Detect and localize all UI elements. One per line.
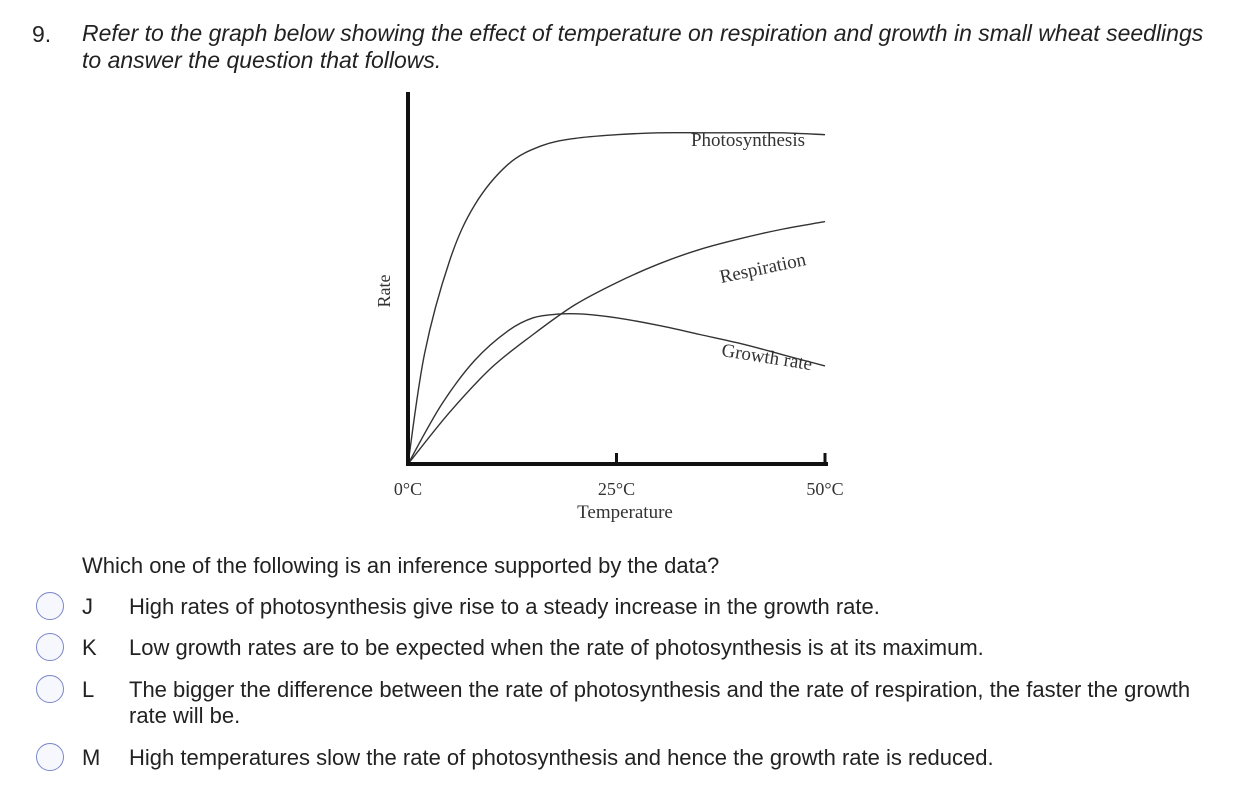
y-axis-label: Rate (374, 275, 394, 308)
x-axis-label: Temperature (577, 502, 673, 523)
option-text: High temperatures slow the rate of photo… (129, 745, 994, 770)
curves-group (407, 131, 826, 465)
x-tick-label: 50°C (806, 479, 843, 499)
x-tick-label: 25°C (598, 479, 635, 499)
option-text: High rates of photosynthesis give rise t… (129, 594, 880, 619)
series-label-respiration: Respiration (718, 249, 809, 288)
option-letter: M (82, 745, 101, 770)
question-prompt: Refer to the graph below showing the eff… (82, 20, 1204, 73)
series-label-growth-rate: Growth rate (720, 340, 813, 375)
radio-button[interactable] (36, 743, 64, 771)
option-letter: J (82, 594, 93, 619)
question-stem: Which one of the following is an inferen… (82, 553, 720, 578)
rate-temperature-chart: 0°C 25°C 50°C Rate Temperature Photosynthe… (374, 92, 844, 523)
question-number: 9. (32, 21, 52, 47)
series-label-photosynthesis: Photosynthesis (691, 130, 805, 151)
x-tick-label: 0°C (394, 479, 422, 499)
series-line-photosynthesis (407, 131, 826, 465)
series-line-growth-rate (407, 312, 826, 465)
x-ticks-group: 0°C 25°C 50°C (394, 453, 844, 499)
radio-button[interactable] (36, 633, 64, 661)
series-line-respiration (407, 220, 826, 465)
option-text: Low growth rates are to be expected when… (129, 635, 984, 660)
radio-button[interactable] (36, 675, 64, 703)
radio-button[interactable] (36, 592, 64, 620)
option-text: The bigger the difference between the ra… (129, 677, 1191, 728)
option-letter: L (82, 677, 95, 702)
option-letter: K (82, 635, 97, 660)
